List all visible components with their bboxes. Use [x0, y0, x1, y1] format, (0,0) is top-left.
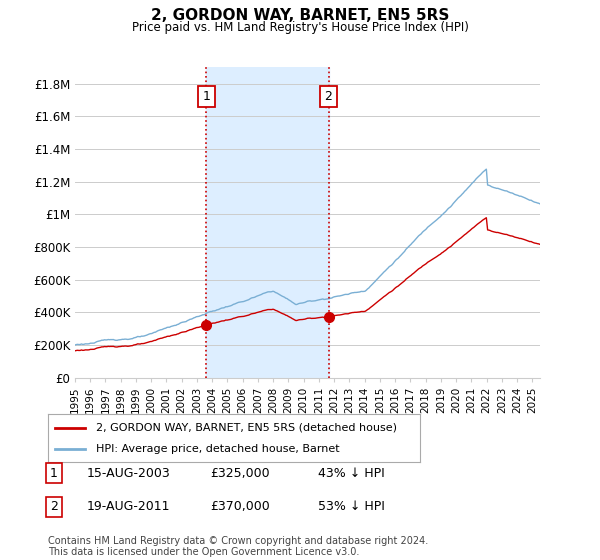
Text: 53% ↓ HPI: 53% ↓ HPI	[318, 500, 385, 514]
Text: 2: 2	[50, 500, 58, 514]
Text: 19-AUG-2011: 19-AUG-2011	[87, 500, 170, 514]
Text: 43% ↓ HPI: 43% ↓ HPI	[318, 466, 385, 480]
Text: 2, GORDON WAY, BARNET, EN5 5RS: 2, GORDON WAY, BARNET, EN5 5RS	[151, 8, 449, 24]
Text: £370,000: £370,000	[210, 500, 270, 514]
Text: £325,000: £325,000	[210, 466, 269, 480]
Text: HPI: Average price, detached house, Barnet: HPI: Average price, detached house, Barn…	[97, 444, 340, 454]
Text: 2: 2	[325, 90, 332, 103]
Text: 1: 1	[202, 90, 211, 103]
Text: 15-AUG-2003: 15-AUG-2003	[87, 466, 171, 480]
Text: Price paid vs. HM Land Registry's House Price Index (HPI): Price paid vs. HM Land Registry's House …	[131, 21, 469, 34]
Bar	[206, 67, 329, 377]
Text: 2, GORDON WAY, BARNET, EN5 5RS (detached house): 2, GORDON WAY, BARNET, EN5 5RS (detached…	[97, 423, 397, 433]
Text: Contains HM Land Registry data © Crown copyright and database right 2024.
This d: Contains HM Land Registry data © Crown c…	[48, 535, 428, 557]
Text: 1: 1	[50, 466, 58, 480]
